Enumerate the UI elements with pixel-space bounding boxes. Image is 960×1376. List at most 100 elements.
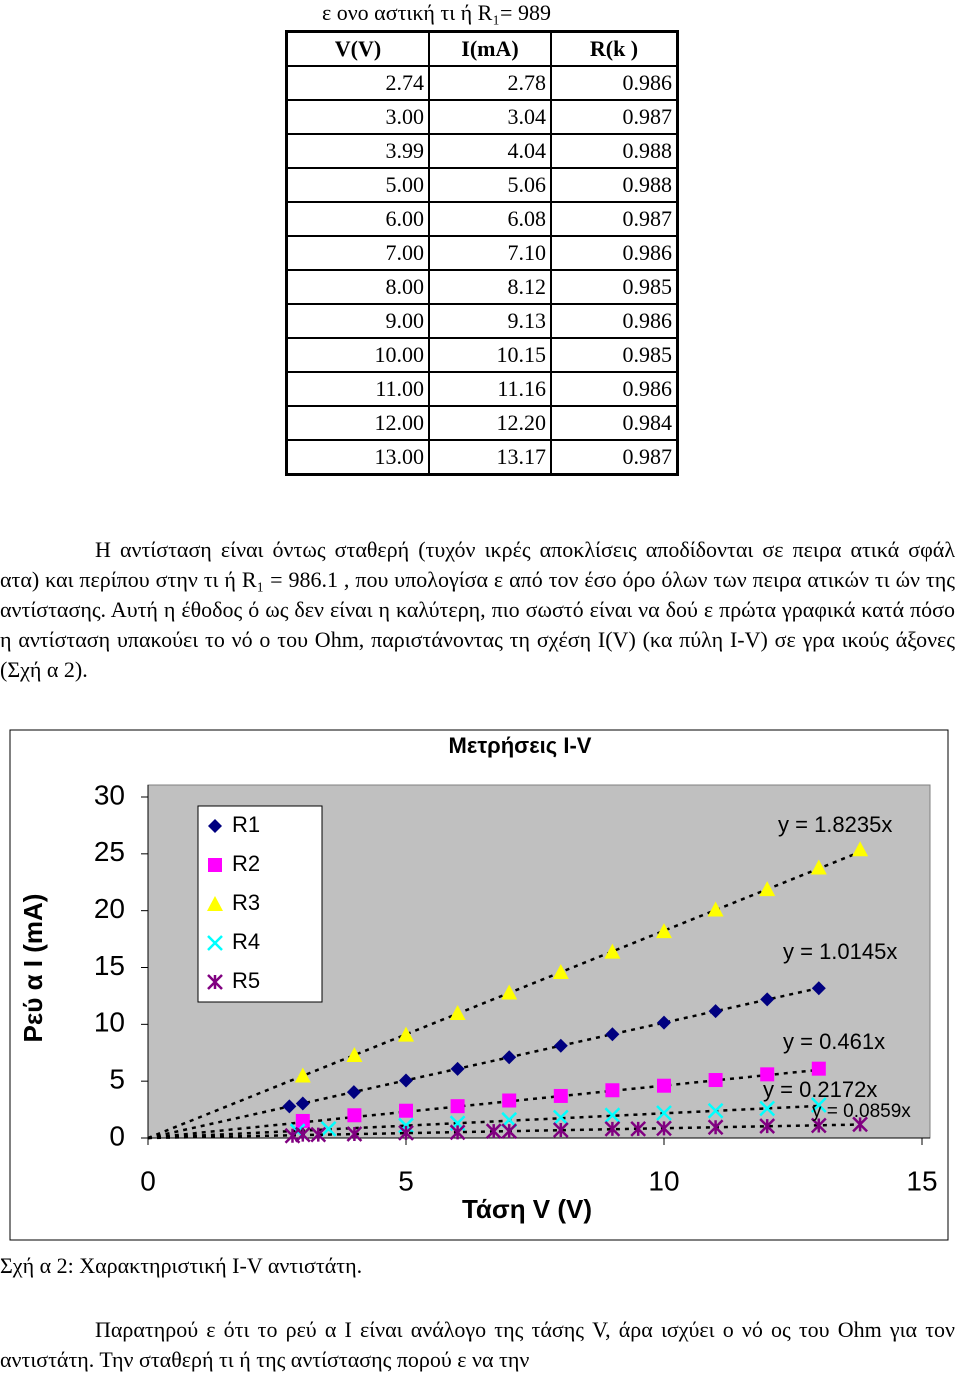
marker [708, 1073, 723, 1088]
trendline-label: y = 0.0859x [812, 1101, 911, 1122]
marker [485, 1123, 502, 1140]
marker [759, 1118, 776, 1134]
trendline [147, 1104, 819, 1140]
marker [552, 1122, 569, 1138]
legend-marker [208, 858, 222, 872]
legend-label: R2 [232, 851, 260, 876]
table-cell: 11.00 [285, 371, 430, 407]
marker [760, 1067, 775, 1082]
table-row: 10.00 10.15 0.985 [285, 337, 679, 373]
marker [852, 1116, 868, 1133]
legend-marker [207, 896, 223, 911]
marker [502, 1093, 517, 1108]
marker [398, 1117, 414, 1134]
table-cell: 11.16 [428, 371, 552, 407]
x-axis-title: Τάση V (V) [462, 1194, 592, 1224]
legend-label: R3 [232, 890, 260, 915]
table-row: 6.00 6.08 0.987 [285, 201, 679, 237]
trendline-label: y = 1.8235x [778, 812, 892, 837]
table-cell: 3.04 [428, 99, 552, 135]
table-cell: 9.13 [428, 303, 552, 339]
y-tick-label: 10 [94, 1007, 125, 1038]
y-tick-label: 0 [109, 1120, 125, 1151]
marker [294, 1067, 311, 1083]
table-row: 12.00 12.20 0.984 [285, 405, 679, 441]
marker [502, 1050, 517, 1065]
marker [605, 1027, 620, 1042]
y-axis-title: Ρεύ α Ι (mA) [18, 894, 48, 1043]
marker [656, 1120, 672, 1137]
legend-label: R1 [232, 812, 260, 837]
marker [449, 1124, 466, 1141]
trendline [147, 986, 820, 1140]
y-tick-label: 30 [94, 779, 125, 810]
trendline [147, 1123, 861, 1140]
table-cell: 0.988 [550, 167, 679, 203]
table-cell: 7.10 [428, 235, 552, 271]
paragraph: Η αντίσταση είναι όντως σταθερή (τυχόν ι… [0, 537, 955, 682]
trendline [147, 850, 861, 1140]
table-cell: 3.00 [285, 99, 430, 135]
table-cell: 0.986 [550, 235, 679, 271]
marker [553, 1088, 568, 1103]
table-body: 2.74 2.78 0.986 3.00 3.04 0.987 3.99 4.04 0.988 5… [285, 65, 679, 476]
table-cell: 5.00 [285, 167, 430, 203]
table-caption: ε ονο αστική τι ή R₁= 989 [322, 0, 551, 25]
marker [294, 1126, 311, 1143]
trendline [147, 1068, 819, 1140]
table-header: V(V) I(mA) R(k ) [285, 30, 679, 67]
marker [398, 1026, 414, 1042]
table-cell: 0.985 [550, 269, 679, 305]
marker [604, 1121, 621, 1137]
marker [399, 1073, 413, 1088]
table-cell: 4.04 [428, 133, 552, 169]
marker [605, 1083, 620, 1098]
table-row: 7.00 7.10 0.986 [285, 235, 679, 271]
marker [657, 1078, 671, 1093]
marker [346, 1085, 361, 1100]
marker [707, 1102, 724, 1119]
marker [346, 1047, 363, 1063]
marker [320, 1121, 337, 1137]
table-cell: 0.988 [550, 133, 679, 169]
table-cell: 0.987 [550, 439, 679, 476]
x-tick-label: 5 [398, 1165, 414, 1196]
marker [295, 1113, 310, 1128]
table-cell: 0.984 [550, 405, 679, 441]
legend-marker [207, 974, 223, 990]
table-row: 11.00 11.16 0.986 [285, 371, 679, 407]
table-row: 5.00 5.06 0.988 [285, 167, 679, 203]
paragraph: Παρατηρού ε ότι το ρεύ α I είναι ανάλογο… [0, 1317, 955, 1372]
table-cell: 7.00 [285, 235, 430, 271]
legend-label: R4 [232, 929, 260, 954]
marker [449, 1004, 466, 1020]
marker [501, 984, 518, 1000]
marker [552, 964, 569, 980]
header-cell: V(V) [285, 30, 430, 67]
table-cell: 6.00 [285, 201, 430, 237]
marker [759, 1100, 776, 1117]
table-row: 8.00 8.12 0.985 [285, 269, 679, 305]
marker [501, 1111, 518, 1128]
table-cell: 12.00 [285, 405, 430, 441]
table-cell: 6.08 [428, 201, 552, 237]
marker [656, 1105, 672, 1121]
marker [759, 881, 776, 897]
marker [810, 1117, 827, 1134]
legend-label: R5 [232, 968, 260, 993]
table-cell: 2.78 [428, 65, 552, 101]
table-cell: 13.00 [285, 439, 430, 476]
y-tick-label: 20 [94, 893, 125, 924]
marker [450, 1061, 465, 1076]
table-row: 13.00 13.17 0.987 [285, 439, 679, 476]
marker [708, 1004, 723, 1019]
marker [346, 1126, 363, 1142]
marker [707, 901, 724, 917]
marker [811, 1061, 826, 1076]
table-cell: 8.12 [428, 269, 552, 305]
marker [810, 1097, 827, 1113]
marker [811, 981, 826, 996]
table-cell: 0.986 [550, 371, 679, 407]
